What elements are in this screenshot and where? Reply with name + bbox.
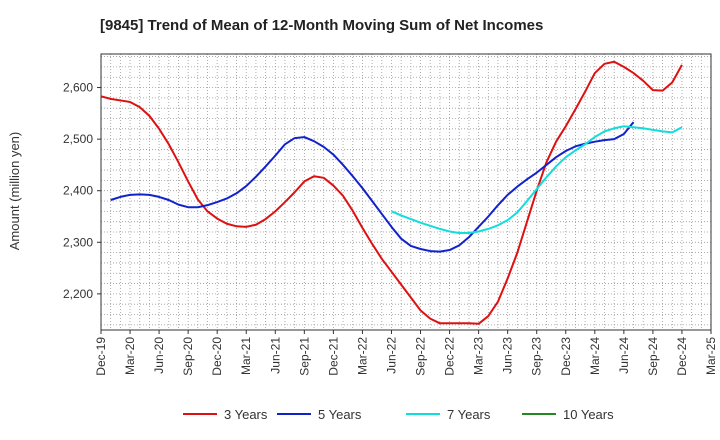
- x-tick-label: Jun-23: [501, 337, 515, 374]
- x-tick-label: Sep-24: [646, 337, 660, 376]
- series-line-7-years: [391, 125, 683, 235]
- x-tick-label: Dec-24: [675, 337, 689, 376]
- x-tick-label: Mar-23: [472, 337, 486, 375]
- legend: 3 Years 5 Years 7 Years 10 Years: [183, 407, 614, 422]
- x-tick-label: Sep-23: [530, 337, 544, 376]
- y-tick-label: 2,600: [63, 81, 93, 95]
- x-tick-label: Jun-20: [152, 337, 166, 374]
- series-line-3-years: [100, 60, 683, 325]
- x-tick-label: Dec-19: [94, 337, 108, 376]
- x-tick-label: Mar-25: [704, 337, 718, 375]
- y-axis-label: Amount (million yen): [7, 132, 22, 251]
- x-tick-label: Mar-21: [239, 337, 253, 375]
- legend-label-7-years: 7 Years: [447, 407, 491, 422]
- legend-label-10-years: 10 Years: [563, 407, 614, 422]
- x-tick-label: Jun-22: [384, 337, 398, 374]
- x-tick-label: Jun-24: [617, 337, 631, 374]
- x-tick-label: Mar-24: [588, 337, 602, 375]
- chart-title: [9845] Trend of Mean of 12-Month Moving …: [100, 17, 543, 34]
- x-tick-label: Dec-21: [326, 337, 340, 376]
- x-tick-label: Jun-21: [268, 337, 282, 374]
- x-tick-label: Dec-20: [210, 337, 224, 376]
- x-tick-label: Sep-20: [181, 337, 195, 376]
- x-tick-label: Dec-22: [443, 337, 457, 376]
- x-tick-label: Sep-22: [414, 337, 428, 376]
- y-tick-label: 2,200: [63, 287, 93, 301]
- legend-label-5-years: 5 Years: [318, 407, 362, 422]
- y-tick-label: 2,400: [63, 184, 93, 198]
- plot-frame: [100, 53, 712, 331]
- series-line-5-years: [110, 121, 635, 253]
- x-tick-label: Dec-23: [559, 337, 573, 376]
- y-tick-label: 2,300: [63, 235, 93, 249]
- x-tick-label: Mar-20: [123, 337, 137, 375]
- y-tick-label: 2,500: [63, 132, 93, 146]
- plot-area: 2,200 2,300 2,400 2,500 2,600 Dec-19 Mar-20 Jun…: [63, 53, 718, 376]
- plot-background: [101, 54, 711, 330]
- legend-label-3-years: 3 Years: [224, 407, 268, 422]
- x-tick-label: Mar-22: [355, 337, 369, 375]
- x-tick-label: Sep-21: [297, 337, 311, 376]
